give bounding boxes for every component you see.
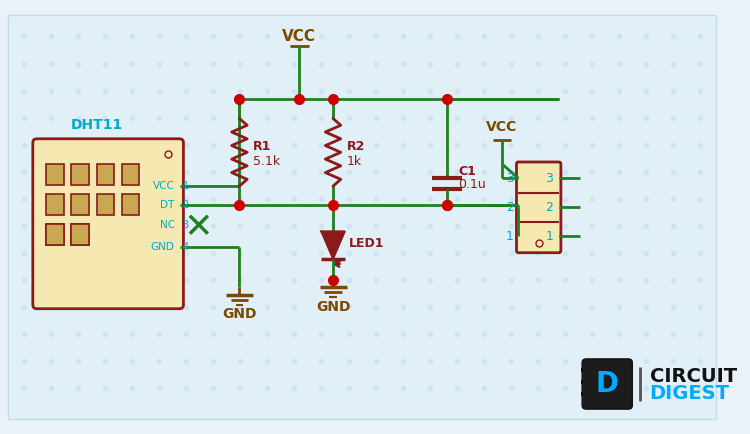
Bar <box>97 164 114 185</box>
Text: GND: GND <box>316 299 350 314</box>
Text: 3: 3 <box>182 220 188 230</box>
Text: NC: NC <box>160 220 175 230</box>
Text: GND: GND <box>151 242 175 252</box>
Text: 2: 2 <box>545 201 554 214</box>
Text: C1: C1 <box>458 164 476 178</box>
Text: VCC: VCC <box>153 181 175 191</box>
Text: CIRCUIT: CIRCUIT <box>650 367 736 386</box>
Bar <box>46 224 64 245</box>
Text: 1: 1 <box>545 230 554 243</box>
Bar <box>71 224 88 245</box>
Text: 1: 1 <box>182 181 188 191</box>
Text: 4: 4 <box>182 242 188 252</box>
Text: D: D <box>596 370 619 398</box>
Bar <box>46 194 64 215</box>
Text: 2: 2 <box>182 201 189 210</box>
Text: VCC: VCC <box>282 29 316 44</box>
Text: R1: R1 <box>253 140 272 153</box>
Bar <box>122 194 139 215</box>
Bar <box>46 224 64 245</box>
Text: DHT11: DHT11 <box>70 118 123 132</box>
FancyBboxPatch shape <box>8 15 716 419</box>
Bar <box>71 164 88 185</box>
Bar <box>46 164 64 185</box>
Text: 3: 3 <box>506 172 514 185</box>
Bar <box>122 164 139 185</box>
Text: LED1: LED1 <box>349 237 384 250</box>
Text: 3: 3 <box>545 172 554 185</box>
Text: DIGEST: DIGEST <box>650 384 730 403</box>
Text: GND: GND <box>222 307 256 321</box>
Text: 1: 1 <box>506 230 514 243</box>
Text: 0.1u: 0.1u <box>458 178 486 191</box>
Text: DT: DT <box>160 201 175 210</box>
Text: R2: R2 <box>346 140 365 153</box>
FancyBboxPatch shape <box>33 139 184 309</box>
Bar <box>71 224 88 245</box>
Polygon shape <box>322 231 345 259</box>
Text: 5.1k: 5.1k <box>253 155 280 168</box>
FancyBboxPatch shape <box>517 162 561 253</box>
Bar <box>71 194 88 215</box>
Text: 1k: 1k <box>346 155 362 168</box>
Text: 2: 2 <box>506 201 514 214</box>
Bar <box>97 194 114 215</box>
Text: VCC: VCC <box>487 120 518 134</box>
FancyBboxPatch shape <box>582 359 632 409</box>
